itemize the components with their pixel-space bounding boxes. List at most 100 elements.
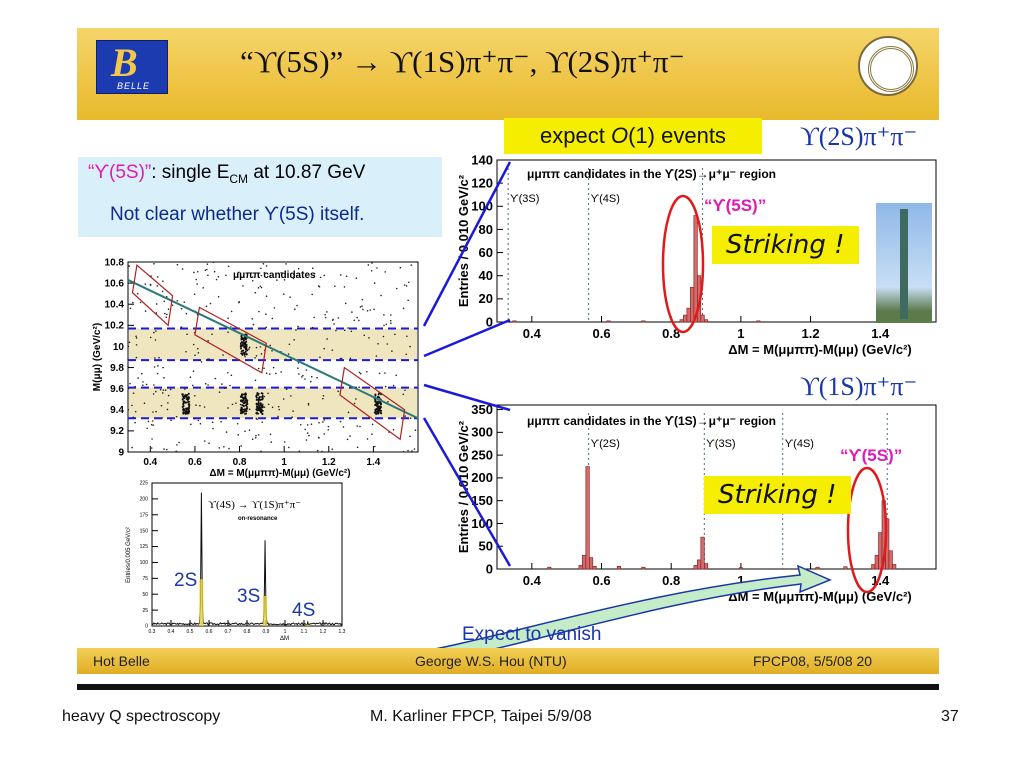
background-point [228, 447, 230, 450]
info-tail: at 10.87 GeV [248, 162, 366, 183]
background-point [392, 428, 395, 431]
background-point [257, 434, 260, 436]
background-point [181, 268, 184, 270]
background-point [153, 262, 155, 265]
inset-peak-fill [305, 624, 310, 626]
background-point [371, 423, 374, 426]
background-point [152, 411, 154, 413]
cluster-point [243, 351, 246, 354]
background-point [307, 404, 310, 406]
background-point [163, 300, 166, 303]
background-point [271, 317, 274, 320]
background-point [260, 450, 262, 453]
background-point [295, 386, 297, 389]
info-text: : single E [151, 162, 230, 183]
expect-box: expect O(1) events [504, 118, 762, 154]
background-point [208, 358, 210, 361]
background-point [327, 429, 330, 431]
top-peak-ellipse [661, 194, 705, 334]
background-point [291, 416, 294, 418]
background-point [136, 292, 139, 295]
histogram-bar [874, 555, 879, 570]
cluster-point [245, 407, 248, 410]
background-point [202, 287, 204, 289]
cluster-point [245, 404, 248, 407]
background-point [240, 445, 242, 447]
background-point [227, 407, 229, 409]
background-point [395, 374, 397, 377]
cluster-point [181, 405, 184, 408]
cluster-point [374, 393, 377, 396]
histogram-bar [582, 555, 587, 570]
inset-peak-fill [263, 595, 268, 626]
cluster-point [244, 392, 247, 395]
background-point [356, 425, 359, 427]
histogram-bar [641, 320, 646, 323]
background-point [269, 433, 272, 436]
background-point [220, 420, 222, 423]
background-point [384, 385, 387, 388]
x-tick-label: 0.9 [263, 629, 270, 635]
background-point [310, 423, 313, 425]
background-point [263, 272, 266, 274]
resonance-label: ϒ(4S) [591, 193, 620, 205]
histogram-bar [578, 565, 583, 570]
x-tick-label: 0.8 [233, 457, 247, 468]
inset-title: ϒ(4S) → ϒ(1S)π⁺π⁻ [208, 499, 301, 511]
background-point [195, 404, 197, 406]
background-point [323, 419, 326, 421]
upsilon-1s-histogram: 0.40.60.811.21.4050100150200250300350ϒ(2… [456, 402, 937, 604]
background-point [269, 344, 272, 347]
y-tick-label: 40 [479, 268, 493, 283]
cluster-point [239, 412, 242, 415]
histogram-bar [547, 566, 552, 570]
background-point [366, 309, 369, 312]
background-point [231, 403, 234, 406]
background-point [165, 448, 168, 451]
background-point [321, 450, 323, 453]
background-point [222, 354, 224, 356]
background-point [272, 366, 275, 369]
kinematic-line [127, 279, 419, 420]
background-point [370, 269, 373, 272]
background-point [156, 285, 159, 287]
background-point [404, 389, 406, 392]
background-point [410, 264, 413, 266]
background-point [296, 304, 298, 307]
mass-band [129, 387, 417, 419]
background-point [159, 388, 162, 391]
background-point [185, 312, 188, 315]
y-tick-label: 25 [142, 608, 148, 614]
background-point [217, 275, 220, 278]
scatter-chart: 0.4 0.6 0.8 1 1.2 1.4 9 9.2 9.4 9.6 9.8 10 10.2 10.4 1… [92, 257, 419, 479]
cluster-point [259, 407, 262, 410]
histogram-bar [592, 565, 597, 570]
background-point [331, 448, 334, 451]
x-tick-label: 0.4 [523, 573, 542, 588]
connector-line [423, 383, 511, 412]
background-point [167, 394, 170, 397]
background-point [193, 394, 196, 397]
background-point [128, 265, 130, 267]
cluster-point [261, 395, 264, 398]
background-point [318, 437, 320, 439]
background-point [157, 365, 159, 367]
background-point [163, 448, 165, 450]
background-point [361, 298, 364, 301]
histogram-bar [697, 559, 702, 570]
background-point [390, 322, 392, 324]
background-point [280, 272, 282, 274]
footer-band-left: Hot Belle [93, 653, 150, 669]
connector-line [423, 318, 511, 358]
cluster-point [255, 405, 258, 408]
background-point [317, 285, 320, 287]
cluster-point [374, 400, 377, 403]
background-point [339, 357, 342, 360]
y-tick-label: 9 [118, 447, 124, 458]
background-point [271, 406, 274, 409]
cluster-point [246, 406, 249, 409]
background-point [229, 384, 231, 387]
cluster-point [255, 411, 258, 414]
background-point [359, 425, 361, 428]
background-point [356, 446, 359, 449]
